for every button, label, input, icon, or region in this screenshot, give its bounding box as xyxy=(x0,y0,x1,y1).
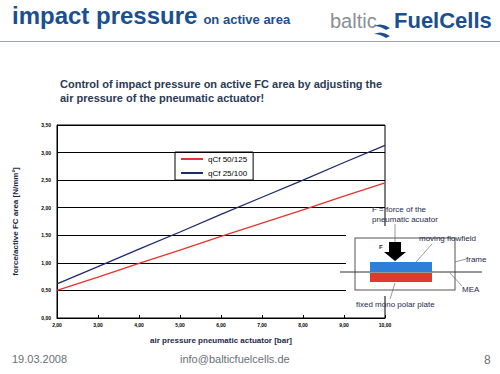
html-text:air pressure of the pneumatic: air pressure of the pneumatic actuator! xyxy=(60,92,265,104)
svg-text:9,00: 9,00 xyxy=(339,322,349,328)
html-text:Control of impact pressure on: Control of impact pressure on active FC … xyxy=(60,78,383,90)
svg-text:1,50: 1,50 xyxy=(41,232,51,238)
svg-text:pneumatic acuator: pneumatic acuator xyxy=(372,215,438,224)
svg-text:2,00: 2,00 xyxy=(52,322,62,328)
svg-text:3,00: 3,00 xyxy=(41,150,51,156)
html-text:FuelCells: FuelCells xyxy=(394,8,492,33)
svg-text:F = force of the: F = force of the xyxy=(372,205,427,214)
svg-text:5,00: 5,00 xyxy=(175,322,185,328)
svg-text:qCf 25/100: qCf 25/100 xyxy=(208,169,248,178)
svg-text:moving flowfield: moving flowfield xyxy=(419,234,476,243)
svg-text:3,50: 3,50 xyxy=(41,122,51,128)
html-text:8: 8 xyxy=(484,353,491,367)
svg-text:0,50: 0,50 xyxy=(41,287,51,293)
svg-text:frame: frame xyxy=(466,255,487,264)
svg-text:2,50: 2,50 xyxy=(41,177,51,183)
html-text:19.03.2008: 19.03.2008 xyxy=(12,353,68,365)
svg-text:fixed mono polar plate: fixed mono polar plate xyxy=(356,300,435,309)
svg-text:10,00: 10,00 xyxy=(379,322,392,328)
svg-text:F: F xyxy=(379,244,383,250)
svg-text:8,00: 8,00 xyxy=(298,322,308,328)
svg-text:force/active FC area [N/mm²]: force/active FC area [N/mm²] xyxy=(11,167,20,276)
html-text:info@balticfuelcells.de: info@balticfuelcells.de xyxy=(180,353,290,365)
svg-text:6,00: 6,00 xyxy=(216,322,226,328)
svg-text:1,00: 1,00 xyxy=(41,260,51,266)
svg-text:3,00: 3,00 xyxy=(93,322,103,328)
svg-text:MEA: MEA xyxy=(462,285,480,294)
svg-text:0,00: 0,00 xyxy=(41,315,51,321)
html-text:baltic: baltic xyxy=(330,10,377,32)
svg-text:qCf 50/125: qCf 50/125 xyxy=(208,155,248,164)
svg-text:2,00: 2,00 xyxy=(41,205,51,211)
svg-text:7,00: 7,00 xyxy=(257,322,267,328)
svg-text:air pressure pneumatic actuato: air pressure pneumatic actuator [bar] xyxy=(150,336,292,345)
svg-text:4,00: 4,00 xyxy=(134,322,144,328)
html-text:impact pressure on active area: impact pressure on active area xyxy=(12,2,291,29)
